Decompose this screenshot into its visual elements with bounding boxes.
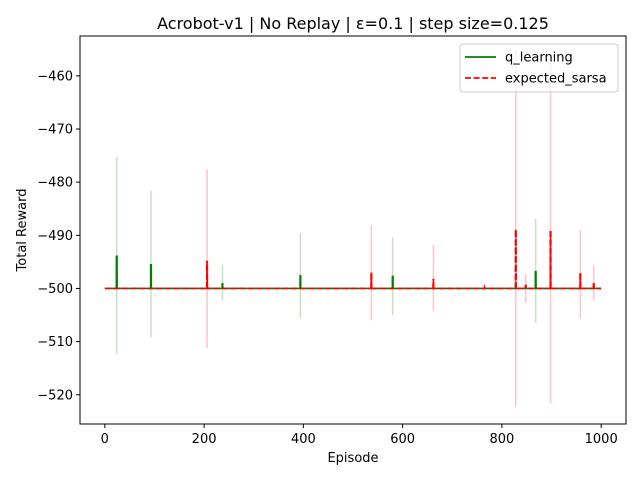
y-tick-label: −480: [37, 176, 73, 191]
y-tick-label: −510: [37, 335, 73, 350]
y-tick-label: −470: [37, 123, 73, 138]
x-tick-label: 1000: [585, 432, 618, 447]
y-tick-label: −460: [37, 69, 73, 84]
y-tick-label: −500: [37, 282, 73, 297]
legend-label-expected-sarsa: expected_sarsa: [505, 72, 607, 87]
y-tick-label: −490: [37, 229, 73, 244]
legend-label-q-learning: q_learning: [505, 51, 573, 66]
plot-lines: [104, 229, 602, 290]
plot-frame: [79, 35, 627, 425]
x-axis-ticks: 0 200 400 600 800 1000: [101, 424, 618, 447]
plot-bands: [115, 50, 595, 407]
series-line-expected-sarsa: [104, 229, 602, 290]
x-axis-label: Episode: [327, 451, 378, 466]
x-tick-label: 200: [192, 432, 217, 447]
y-axis-label: Total Reward: [15, 189, 30, 273]
y-axis-ticks: −520 −510 −500 −490 −480 −470 −460: [37, 69, 80, 403]
series-line-q-learning: [104, 255, 602, 290]
legend-box: [459, 43, 619, 93]
y-tick-label: −520: [37, 388, 73, 403]
chart-title: Acrobot-v1 | No Replay | ε=0.1 | step si…: [157, 14, 549, 33]
x-tick-label: 400: [291, 432, 316, 447]
x-tick-label: 800: [489, 432, 514, 447]
x-tick-label: 600: [390, 432, 415, 447]
legend: q_learning expected_sarsa: [459, 43, 619, 93]
x-tick-label: 0: [101, 432, 109, 447]
